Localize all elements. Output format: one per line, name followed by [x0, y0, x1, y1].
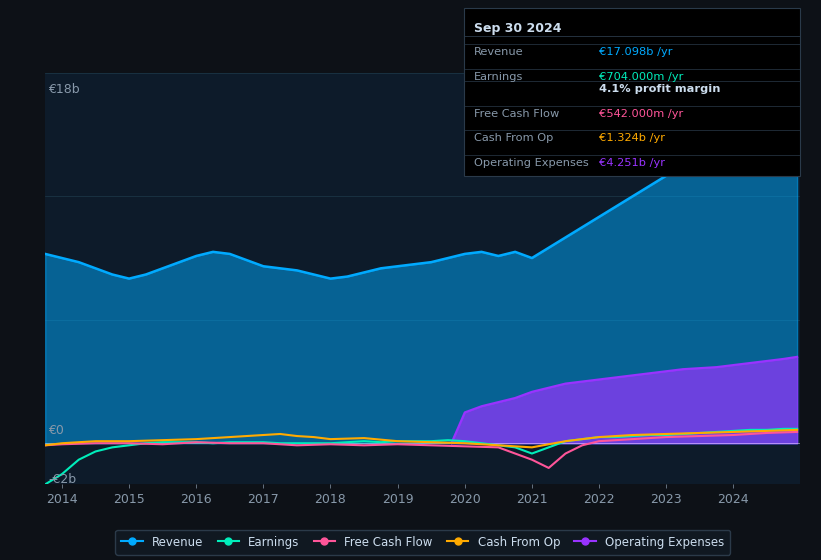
Text: Revenue: Revenue — [474, 47, 523, 57]
Text: €0: €0 — [48, 424, 64, 437]
Text: Sep 30 2024: Sep 30 2024 — [474, 22, 562, 35]
Text: €17.098b /yr: €17.098b /yr — [599, 47, 673, 57]
Text: Cash From Op: Cash From Op — [474, 133, 553, 143]
Text: €704.000m /yr: €704.000m /yr — [599, 72, 684, 82]
Text: 4.1% profit margin: 4.1% profit margin — [599, 84, 721, 94]
Legend: Revenue, Earnings, Free Cash Flow, Cash From Op, Operating Expenses: Revenue, Earnings, Free Cash Flow, Cash … — [116, 530, 730, 554]
Text: €1.324b /yr: €1.324b /yr — [599, 133, 665, 143]
Text: €542.000m /yr: €542.000m /yr — [599, 109, 684, 119]
Text: Operating Expenses: Operating Expenses — [474, 158, 589, 168]
Text: €18b: €18b — [48, 83, 80, 96]
Text: Free Cash Flow: Free Cash Flow — [474, 109, 559, 119]
Text: €4.251b /yr: €4.251b /yr — [599, 158, 665, 168]
Text: -€2b: -€2b — [48, 473, 76, 486]
Text: Earnings: Earnings — [474, 72, 523, 82]
